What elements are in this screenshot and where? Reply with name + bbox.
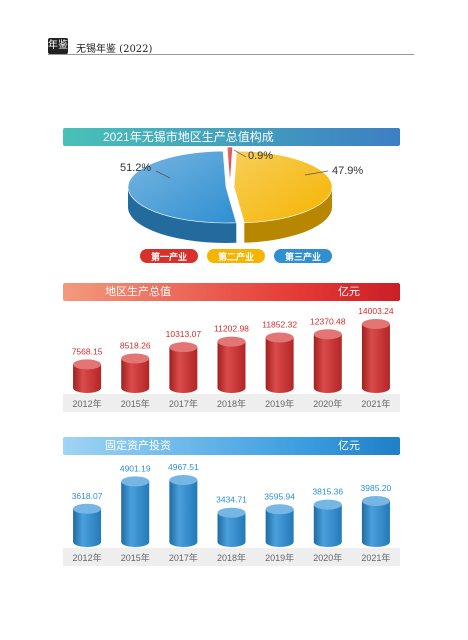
- bar-1: [73, 503, 102, 547]
- bar-3: [169, 475, 198, 547]
- investment-unit: 亿元: [338, 440, 360, 452]
- bar-value-label-2: 8518.26: [120, 340, 151, 350]
- pie-legend-label-1: 第一产业: [151, 251, 187, 262]
- investment-title: 固定资产投资: [105, 440, 171, 452]
- x-tick-label-4: 2018年: [217, 552, 246, 563]
- pie-legend-item-1: 第一产业: [140, 249, 198, 263]
- x-tick-label-7: 2021年: [361, 398, 390, 409]
- bar-value-label-6: 3815.36: [312, 487, 343, 497]
- x-tick-label-1: 2012年: [73, 552, 102, 563]
- x-axis-band: [63, 548, 400, 566]
- bar-value-label-1: 7568.15: [72, 346, 103, 356]
- pie-title-banner: 2021年无锡市地区生产总值构成: [63, 128, 400, 146]
- bar-5: [265, 332, 294, 393]
- x-tick-label-6: 2020年: [313, 398, 342, 409]
- bar-6: [313, 499, 342, 547]
- bar-value-label-1: 3618.07: [72, 491, 103, 501]
- x-tick-label-2: 2015年: [121, 398, 150, 409]
- pie-slice-3: [127, 150, 237, 224]
- pie-legend-item-3: 第三产业: [274, 249, 332, 263]
- bar-6: [313, 329, 342, 393]
- pie-slice-1: [226, 146, 233, 184]
- bar-7: [361, 495, 390, 547]
- bar-value-label-7: 3985.20: [361, 483, 392, 493]
- bar-3: [169, 342, 198, 393]
- pie-leader-line-2: [304, 170, 329, 176]
- investment-bar-chart: 3618.07 2012年 4901.19 2015年 4967.51 2017年 3434…: [63, 462, 400, 566]
- pie-legend-item-2: 第二产业: [207, 249, 265, 263]
- pie-legend-label-2: 第二产业: [218, 251, 254, 262]
- pie-value-label-2: 47.9%: [332, 165, 363, 177]
- pie-leader-line-1: [233, 149, 247, 158]
- bar-value-label-7: 14003.24: [358, 306, 394, 316]
- bar-value-label-5: 11852.32: [262, 320, 297, 330]
- pie-legend-label-3: 第三产业: [285, 251, 321, 262]
- bar-value-label-5: 3595.94: [264, 491, 295, 501]
- x-tick-label-7: 2021年: [361, 552, 390, 563]
- gdp-unit: 亿元: [338, 286, 360, 298]
- pie-value-label-1: 0.9%: [248, 150, 273, 162]
- pie-slice-2: [233, 150, 333, 224]
- x-tick-label-1: 2012年: [73, 398, 102, 409]
- bar-4: [217, 336, 246, 393]
- bar-value-label-2: 4901.19: [120, 463, 151, 473]
- bar-2: [121, 476, 150, 547]
- bar-value-label-6: 12370.48: [310, 316, 346, 326]
- gdp-title: 地区生产总值: [105, 286, 171, 298]
- x-tick-label-3: 2017年: [169, 552, 198, 563]
- header-title: 无锡年鉴 (2022): [76, 44, 153, 55]
- pie-slice-side-2: [244, 187, 332, 243]
- x-tick-label-5: 2019年: [265, 552, 294, 563]
- bar-5: [265, 504, 294, 547]
- investment-title-banner: 固定资产投资 亿元: [63, 437, 400, 455]
- gdp-composition-pie: 0.9% 47.9% 51.2% 第一产业 第二产业 第三产业: [120, 146, 363, 263]
- bar-1: [73, 359, 102, 393]
- pie-value-label-3: 51.2%: [120, 162, 151, 174]
- x-tick-label-5: 2019年: [265, 398, 294, 409]
- x-tick-label-6: 2020年: [313, 552, 342, 563]
- yearbook-logo: 年鉴: [48, 38, 68, 54]
- pie-title: 2021年无锡市地区生产总值构成: [103, 130, 274, 144]
- x-tick-label-4: 2018年: [217, 398, 246, 409]
- gdp-bar-chart: 7568.15 2012年 8518.26 2015年 10313.07 2017年 112…: [63, 306, 400, 412]
- bar-value-label-3: 4967.51: [168, 462, 199, 472]
- pie-slice-side-3: [128, 187, 237, 243]
- bar-value-label-4: 3434.71: [216, 495, 247, 505]
- page-header: 年鉴 无锡年鉴 (2022): [48, 36, 414, 56]
- gdp-title-banner: 地区生产总值 亿元: [63, 283, 400, 301]
- bar-value-label-3: 10313.07: [166, 329, 202, 339]
- bar-7: [361, 319, 390, 393]
- header-divider: [48, 54, 414, 55]
- bar-4: [217, 507, 246, 547]
- x-tick-label-2: 2015年: [121, 552, 150, 563]
- bar-2: [121, 353, 150, 393]
- pie-leader-line-3: [155, 170, 171, 179]
- x-tick-label-3: 2017年: [169, 398, 198, 409]
- bar-value-label-4: 11202.98: [214, 324, 249, 334]
- x-axis-band: [63, 394, 400, 412]
